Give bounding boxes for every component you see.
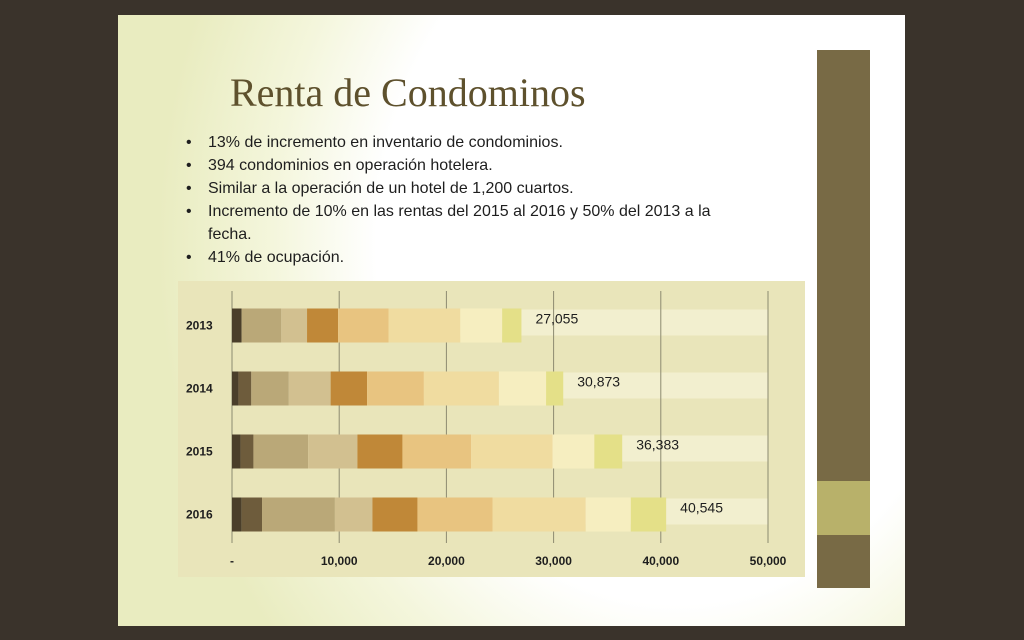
bullet-item: 13% de incremento en inventario de condo… <box>176 131 756 154</box>
bar-segment <box>241 308 282 343</box>
bar-segment <box>423 371 499 406</box>
bar-segment <box>498 371 547 406</box>
bar-segment <box>630 497 667 532</box>
bar-segment <box>357 434 403 469</box>
bar-segment <box>492 497 586 532</box>
bar-segment <box>402 434 472 469</box>
bar-segment <box>232 308 242 343</box>
bar-segment <box>471 434 553 469</box>
bar-segment <box>238 371 252 406</box>
bar-segment <box>240 434 254 469</box>
bar-segment <box>307 308 339 343</box>
category-label: 2015 <box>186 445 213 459</box>
total-data-label: 30,873 <box>577 374 620 390</box>
bullet-item: 394 condominios en operación hotelera. <box>176 154 756 177</box>
total-data-label: 36,383 <box>636 437 679 453</box>
bar-segment <box>232 434 241 469</box>
bar-segment <box>334 497 373 532</box>
bar-segment <box>417 497 493 532</box>
bar-segment <box>251 371 289 406</box>
bar-segment <box>502 308 522 343</box>
slide: Renta de Condominos 13% de incremento en… <box>118 15 905 626</box>
bar-segment <box>546 371 564 406</box>
decorative-side-bar-accent <box>817 481 870 535</box>
bar-segment <box>338 308 389 343</box>
bar-segment <box>288 371 331 406</box>
bullet-list: 13% de incremento en inventario de condo… <box>176 131 756 269</box>
bar-segment <box>308 434 358 469</box>
bar-segment <box>552 434 595 469</box>
chart-canvas: - 10,000 20,000 30,000 40,000 50,000 2013 27,05… <box>186 291 787 568</box>
x-tick-label: 40,000 <box>642 554 679 568</box>
bar-segment <box>460 308 503 343</box>
bullet-item: Incremento de 10% en las rentas del 2015… <box>176 200 756 246</box>
x-tick-label: 30,000 <box>535 554 572 568</box>
bar-segment <box>232 371 239 406</box>
total-data-label: 27,055 <box>535 311 578 327</box>
bar-segment <box>253 434 309 469</box>
bullet-item: 41% de ocupación. <box>176 246 756 269</box>
bar-segment <box>241 497 263 532</box>
bar-segment <box>594 434 623 469</box>
x-tick-label: 50,000 <box>750 554 787 568</box>
bullet-item: Similar a la operación de un hotel de 1,… <box>176 177 756 200</box>
bar-segment <box>330 371 368 406</box>
bar-segment <box>232 497 242 532</box>
x-tick-label: - <box>230 554 234 568</box>
bar-segment <box>281 308 308 343</box>
x-tick-label: 20,000 <box>428 554 465 568</box>
stacked-bar-chart: - 10,000 20,000 30,000 40,000 50,000 2013 27,05… <box>178 281 805 577</box>
slide-title: Renta de Condominos <box>230 70 586 115</box>
total-data-label: 40,545 <box>680 500 723 516</box>
x-tick-label: 10,000 <box>321 554 358 568</box>
category-label: 2014 <box>186 382 213 396</box>
bar-segment <box>585 497 631 532</box>
bar-segment <box>262 497 335 532</box>
bar-segment <box>388 308 461 343</box>
bar-segment <box>372 497 418 532</box>
category-label: 2013 <box>186 319 213 333</box>
bar-segment <box>367 371 424 406</box>
category-label: 2016 <box>186 508 213 522</box>
